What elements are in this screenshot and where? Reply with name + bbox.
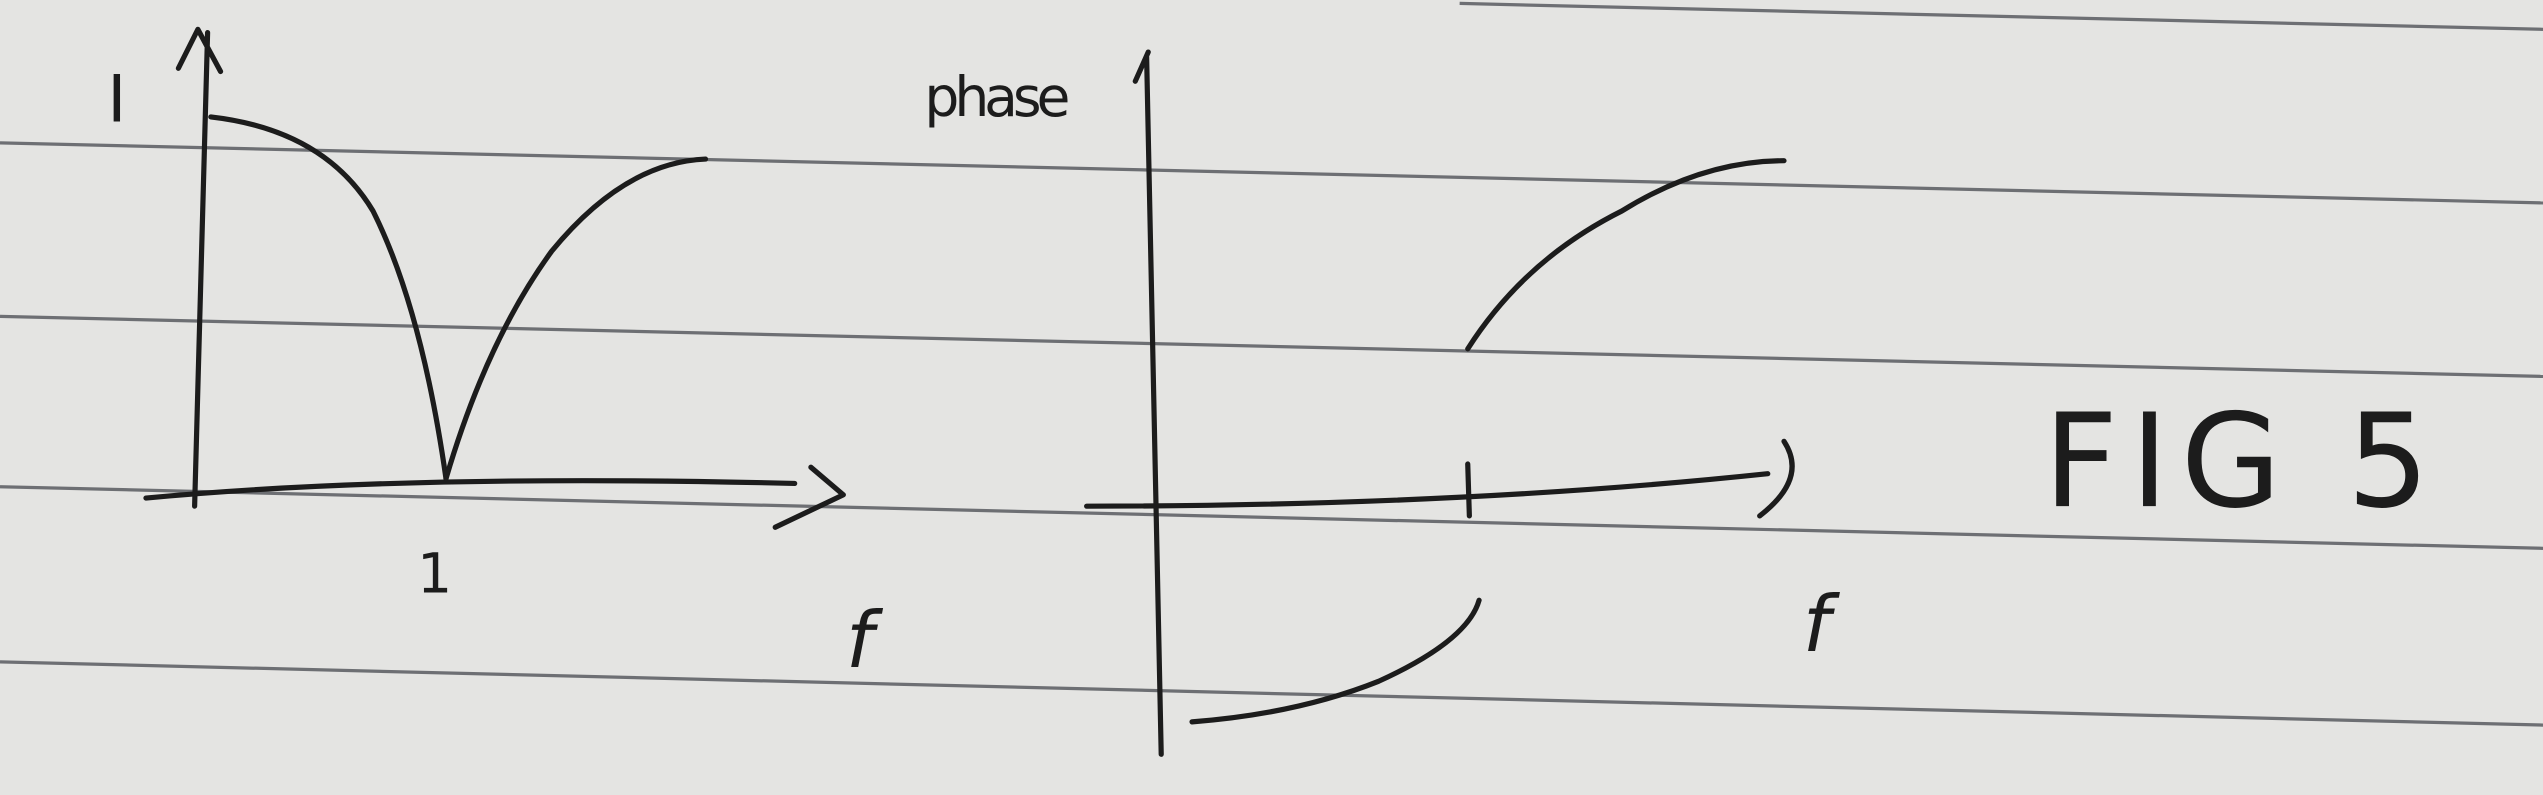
- rule-line: [0, 314, 2543, 379]
- curve: [443, 156, 709, 482]
- tick-mark: [1465, 461, 1472, 519]
- rule-line: [0, 660, 2543, 727]
- figure-caption: FIG 5: [2043, 386, 2448, 537]
- rule-line: [1459, 1, 2543, 31]
- y-axis: [175, 26, 224, 509]
- y-label: phase: [924, 66, 1070, 130]
- rule-line: [0, 141, 2543, 205]
- curve: [208, 114, 449, 482]
- y-axis: [1132, 49, 1164, 757]
- curve: [1189, 597, 1482, 725]
- y-label: I: [107, 63, 126, 138]
- x-axis: [1084, 438, 1795, 519]
- rule-line: [0, 485, 2543, 550]
- x-axis: [143, 464, 846, 530]
- curve: [1465, 158, 1787, 352]
- left-plot: I 1 f: [107, 26, 884, 686]
- ruled-lines: [0, 1, 2543, 727]
- tick-label: 1: [417, 543, 452, 607]
- right-plot: phase f: [924, 49, 1841, 757]
